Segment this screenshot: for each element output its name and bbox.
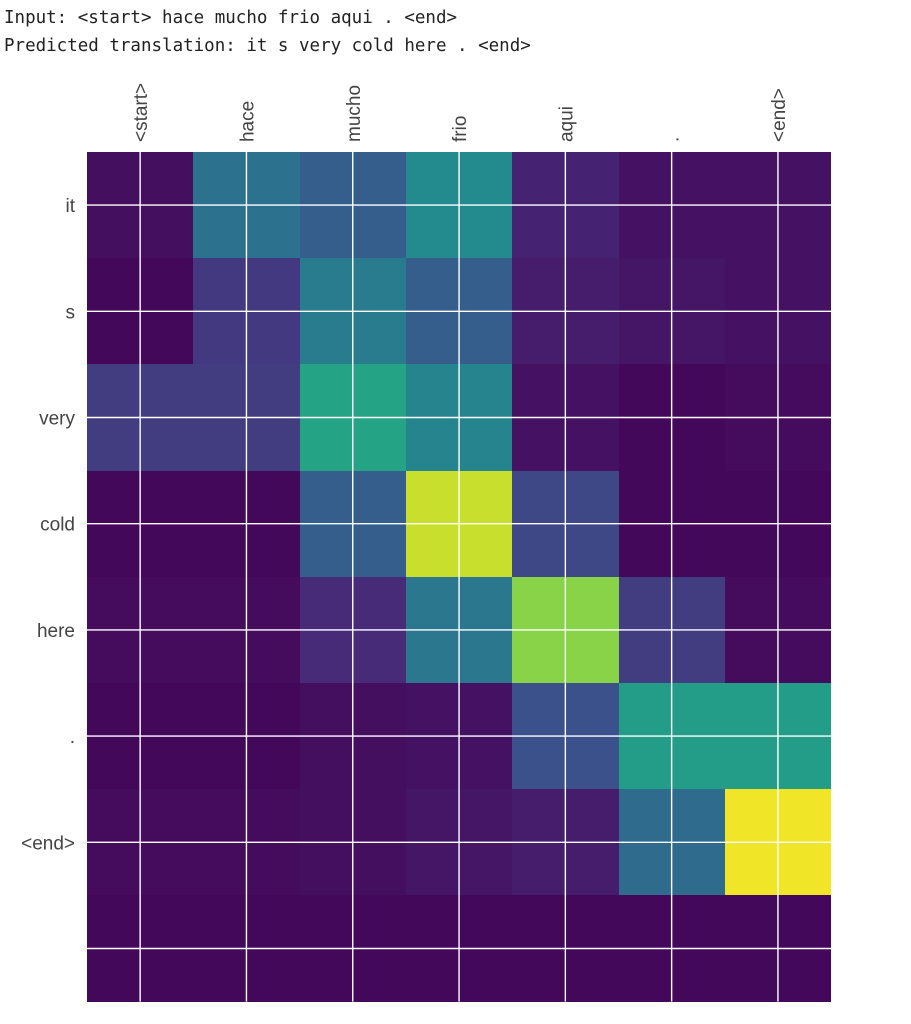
y-tick-label: cold xyxy=(40,515,75,536)
x-tick-label: mucho xyxy=(344,85,365,142)
console-output: Input: <start> hace mucho frio aqui . <e… xyxy=(4,4,531,60)
x-tick-label: <end> xyxy=(769,88,790,142)
x-tick-label: <start> xyxy=(131,83,152,142)
y-tick-label: <end> xyxy=(21,833,75,854)
input-line: Input: <start> hace mucho frio aqui . <e… xyxy=(4,8,458,28)
y-tick-label: . xyxy=(70,727,75,748)
prediction-line: Predicted translation: it s very cold he… xyxy=(4,36,531,56)
y-tick-label: it xyxy=(66,196,76,217)
x-tick-label: frio xyxy=(450,116,471,142)
y-tick-label: very xyxy=(39,409,75,430)
y-tick-label: here xyxy=(37,621,75,642)
x-tick-label: aqui xyxy=(556,106,577,142)
y-tick-label: s xyxy=(66,302,76,323)
x-tick-label: . xyxy=(663,137,684,142)
x-tick-label: hace xyxy=(237,101,258,142)
